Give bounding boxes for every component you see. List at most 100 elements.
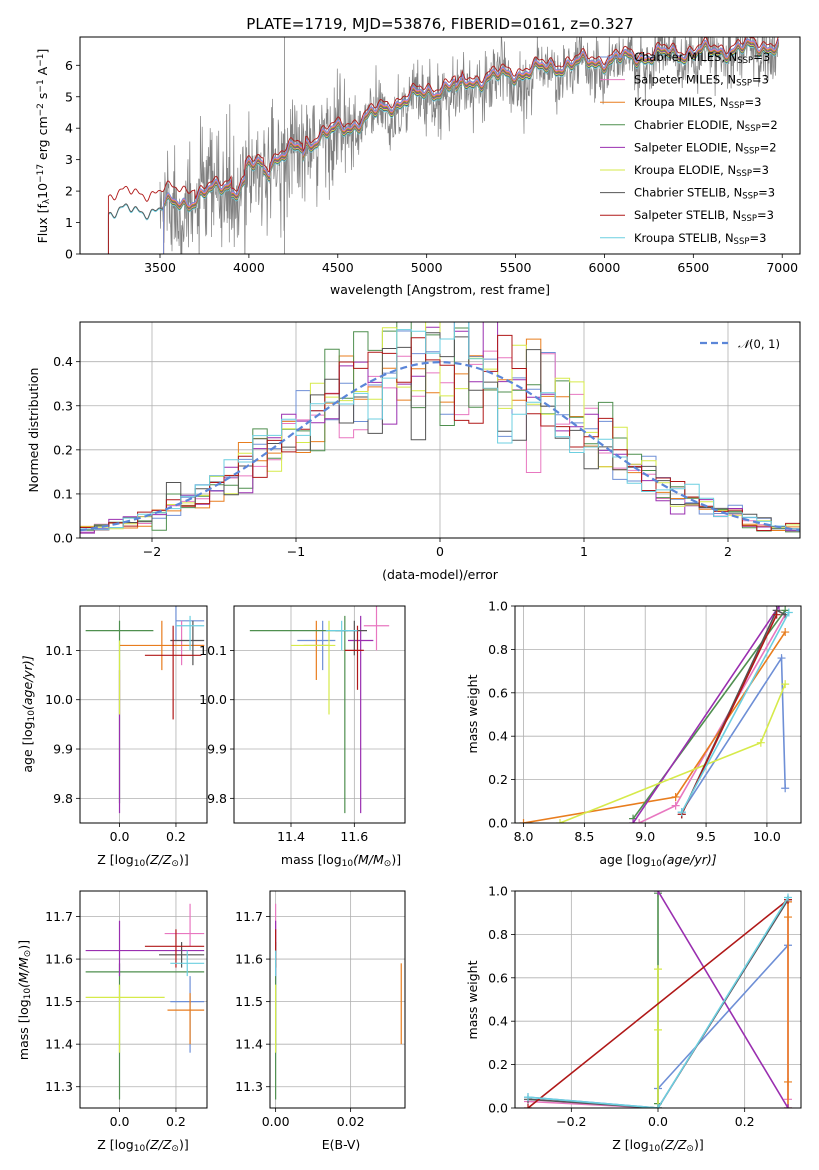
mass-vs-Z-y-axis-label: mass [log10(M/M⊙)]	[16, 940, 33, 1060]
mass-weight-vs-age-y-axis-label-group: mass weight	[465, 674, 480, 753]
mass-weight-vs-age-y-axis-label: mass weight	[465, 674, 480, 753]
y-tick-label: 0.0	[53, 531, 73, 546]
legend-label-part: Kroupa STELIB,	[634, 231, 725, 245]
figure-title: PLATE=1719, MJD=53876, FIBERID=0161, z=0…	[246, 15, 633, 33]
x-tick-label: 0.2	[166, 829, 186, 844]
mass-weight-vs-age-x-axis-label-part: (age/yr)]	[662, 852, 717, 867]
spectrum-y-axis-label-part: s	[35, 93, 50, 104]
weight-line	[527, 897, 789, 1108]
axes-frame	[79, 605, 208, 824]
x-tick-label: 10.0	[753, 829, 781, 844]
weight-line	[632, 606, 780, 823]
y-tick-label: 10.1	[45, 643, 73, 658]
weight-marker	[556, 819, 565, 823]
histogram-salpeter-stelib	[80, 334, 800, 538]
weight-series-salpeter-elodie	[654, 891, 792, 1108]
y-tick-label: 6	[65, 58, 73, 73]
axes-spectrum: 3500 4000 4500 5000 5500 6000 6500 7000 0 1 2 3 4 5 6	[65, 36, 801, 275]
spectrum-y-axis-label-part: −2	[36, 103, 46, 116]
x-tick-label: −2	[143, 544, 161, 559]
x-tick-label: 7000	[766, 260, 798, 275]
legend-label-kroupa-miles: Kroupa MILES, NSSP=3	[634, 95, 761, 111]
plot-area-residuals	[80, 322, 800, 538]
weight-marker	[654, 1104, 662, 1108]
spectrum-y-axis-label-part: −17	[36, 164, 46, 183]
legend-label-part: SSP	[729, 101, 745, 111]
x-tick-label: 8.0	[514, 829, 534, 844]
x-tick-label: 6500	[677, 260, 709, 275]
y-tick-label: 1.0	[488, 599, 508, 614]
weight-line	[527, 899, 789, 1108]
plot-area-age_vs_Z	[85, 606, 205, 814]
plot-area-mass_vs_EBV	[275, 903, 402, 1100]
legend-label-kroupa-elodie: Kroupa ELODIE, NSSP=3	[634, 163, 769, 179]
mass-vs-Z-y-axis-label-part: )]	[16, 940, 31, 950]
axes-frame	[514, 605, 802, 824]
spectrum-y-axis-label-part: 10	[35, 183, 50, 199]
axes-frame	[269, 890, 406, 1109]
errorbar-kroupa-stelib	[175, 615, 205, 651]
weight-marker	[677, 808, 686, 817]
mass-vs-Z-x-axis-label-part: Z [log	[97, 1137, 133, 1152]
age-vs-Z-x-axis-label-part: 10	[134, 859, 146, 869]
legend-label-part: (0, 1)	[749, 337, 780, 351]
spectrum-model-chabrier-miles	[163, 38, 780, 254]
x-tick-label: 2	[724, 544, 732, 559]
weight-marker	[781, 680, 790, 689]
legend-label-part: N	[735, 140, 744, 154]
weight-marker	[784, 1077, 792, 1086]
errorbar-kroupa-miles	[167, 993, 205, 1045]
weight-series-kroupa-miles	[519, 628, 790, 823]
grid-age_vs_mass	[234, 606, 405, 823]
y-tick-label: 10.0	[199, 692, 227, 707]
legend-label-part: N	[729, 50, 738, 64]
weight-marker	[781, 628, 790, 637]
legend-label-part: =3	[752, 163, 769, 177]
x-tick-label: 0.2	[166, 1114, 186, 1129]
spectrum-data	[159, 37, 779, 254]
legend-label-part: SSP	[734, 237, 750, 247]
errorbar-salpeter-stelib	[144, 929, 205, 968]
weight-marker	[524, 1093, 532, 1102]
errorbar-chabrier-miles	[170, 976, 205, 1053]
mass-vs-Z-x-axis-label-part: 10	[134, 1144, 146, 1154]
y-tick-label: 11.7	[45, 909, 73, 924]
axes-mass_vs_Z: 0.0 0.2 11.3 11.4 11.5 11.6 11.7	[45, 890, 208, 1129]
legend-label-chabrier-miles: Chabrier MILES, NSSP=3	[634, 50, 770, 66]
age-vs-Z-y-axis-label-part: (age/yr)]	[20, 655, 35, 710]
legend-label-part: SSP	[736, 169, 752, 179]
weight-series-kroupa-stelib	[677, 608, 793, 817]
x-tick-label: −0.2	[556, 1114, 586, 1129]
spectrum-y-axis-label-part: −1	[36, 79, 46, 92]
spectrum-y-axis-label-part: Flux [f	[35, 204, 50, 244]
legend-label-part: N	[720, 95, 729, 109]
legend-label-part: Chabrier STELIB,	[634, 186, 734, 200]
legend-label-part: =3	[757, 208, 774, 222]
errorbar-chabrier-stelib	[170, 620, 205, 666]
x-tick-label: 4500	[322, 260, 354, 275]
weight-marker	[654, 965, 662, 974]
weight-series-salpeter-elodie	[629, 606, 784, 823]
axes-age_vs_mass: 11.4 11.6 9.8 9.9 10.0 10.1	[199, 605, 406, 844]
plot-area-age_vs_mass	[249, 606, 390, 814]
mass-vs-Z-y-axis-label-group: mass [log10(M/M⊙)]	[16, 940, 33, 1060]
mass-vs-Z-y-axis-label-part: ⊙	[23, 950, 33, 958]
y-tick-label: 0.4	[53, 354, 73, 369]
y-tick-label: 10.1	[199, 643, 227, 658]
legend-label-kroupa-stelib: Kroupa STELIB, NSSP=3	[634, 231, 766, 247]
weight-marker	[784, 1104, 792, 1108]
legend-label-part: N	[727, 163, 736, 177]
weight-marker	[784, 893, 792, 902]
y-tick-label: 1	[65, 215, 73, 230]
mass-weight-vs-Z-x-axis-label-part: (Z/Z	[660, 1137, 687, 1152]
legend-label-part: Salpeter STELIB,	[634, 208, 732, 222]
mass-weight-vs-Z-x-axis-label-part: )]	[694, 1137, 704, 1152]
errorbar-kroupa-stelib	[170, 950, 205, 977]
spectrum-y-axis-label-part: −1	[36, 54, 46, 67]
legend-label-part: =3	[752, 73, 769, 87]
mass-weight-vs-Z-y-axis-label-group: mass weight	[465, 960, 480, 1039]
spectrum-y-axis-label-group: Flux [fλ10−17 erg cm−2 s−1 A−1]	[35, 49, 52, 244]
y-tick-label: 4	[65, 121, 73, 136]
spectrum-y-axis-label-part: A	[35, 66, 50, 79]
